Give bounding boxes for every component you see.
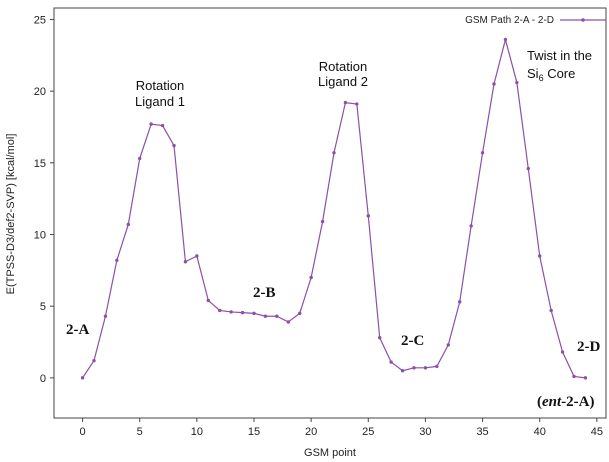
annotation-twist-line2: Si6 Core <box>527 66 575 83</box>
label-2-b: 2-B <box>253 285 276 301</box>
data-point <box>400 368 405 373</box>
x-tick-label: 30 <box>419 426 431 438</box>
annotation-rotation-ligand1-line1: Rotation <box>136 78 184 93</box>
data-point <box>218 308 222 313</box>
y-tick-label: 25 <box>34 14 46 26</box>
data-point <box>526 166 530 171</box>
y-axis-title: E(TPSS-D3/def2-SVP) [kcal/mol] <box>5 134 17 295</box>
data-point <box>320 219 325 224</box>
x-tick-label: 40 <box>534 426 546 438</box>
data-point <box>286 320 290 324</box>
data-point <box>252 311 256 316</box>
x-tick-label: 0 <box>80 426 86 438</box>
data-point <box>389 360 393 364</box>
annotation-rotation-ligand2-line2: Ligand 2 <box>318 74 368 89</box>
annotation-rotation-ligand1-line2: Ligand 1 <box>135 94 185 109</box>
data-point <box>298 311 302 316</box>
data-point <box>515 80 519 85</box>
data-point <box>423 366 428 370</box>
data-point <box>503 37 508 42</box>
data-point <box>275 314 279 318</box>
y-tick-label: 0 <box>40 373 46 385</box>
x-tick-label: 35 <box>476 426 488 438</box>
x-tick-label: 45 <box>591 426 603 438</box>
data-point <box>583 376 588 380</box>
data-point <box>138 156 142 161</box>
data-point <box>115 258 119 263</box>
x-tick-label: 25 <box>362 426 374 438</box>
data-point <box>378 336 382 340</box>
label-2-d: 2-D <box>577 339 600 355</box>
x-tick-label: 10 <box>191 426 203 438</box>
data-point <box>229 310 233 314</box>
data-point <box>355 102 359 106</box>
data-point <box>195 254 199 258</box>
data-point <box>240 310 245 315</box>
data-point <box>458 300 462 304</box>
data-point <box>549 308 553 313</box>
data-point <box>103 314 108 318</box>
data-point <box>435 364 439 369</box>
data-point <box>149 122 153 126</box>
data-point <box>309 275 313 280</box>
series-points <box>80 37 588 380</box>
data-point <box>538 254 542 258</box>
x-tick-label: 5 <box>137 426 143 438</box>
axis-ticks: 0 5 10 15 20 25 30 35 40 45 0 5 10 15 20 25 <box>34 14 603 438</box>
plot-frame <box>53 7 607 419</box>
legend-swatch-marker <box>581 18 585 22</box>
data-point <box>446 343 450 347</box>
legend-label: GSM Path 2-A - 2-D <box>465 15 554 26</box>
label-2-c: 2-C <box>401 333 424 349</box>
data-point <box>366 214 370 218</box>
x-tick-label: 20 <box>305 426 317 438</box>
data-point <box>480 151 485 155</box>
data-point <box>332 151 336 155</box>
y-tick-label: 10 <box>34 230 46 242</box>
y-tick-label: 20 <box>34 86 46 98</box>
data-point <box>343 100 348 105</box>
label-ent-2-a: (ent-2-A) <box>537 394 595 410</box>
label-2-a: 2-A <box>66 322 89 338</box>
data-point <box>492 82 496 86</box>
data-point <box>206 298 210 303</box>
annotation-twist-line1: Twist in the <box>527 48 592 63</box>
data-point <box>469 224 473 228</box>
data-point <box>560 350 565 354</box>
data-point <box>160 123 165 128</box>
data-point <box>412 366 416 370</box>
data-point <box>126 222 130 227</box>
x-axis-title: GSM point <box>304 447 356 459</box>
data-point <box>80 376 85 380</box>
data-point <box>92 358 96 363</box>
legend: GSM Path 2-A - 2-D <box>465 15 606 26</box>
y-tick-label: 5 <box>40 301 46 313</box>
data-point <box>183 260 188 264</box>
data-point <box>263 314 268 318</box>
y-tick-label: 15 <box>34 158 46 170</box>
data-point <box>172 143 176 148</box>
x-tick-label: 15 <box>248 426 260 438</box>
data-point <box>572 374 576 379</box>
annotation-rotation-ligand2-line1: Rotation <box>319 59 367 74</box>
